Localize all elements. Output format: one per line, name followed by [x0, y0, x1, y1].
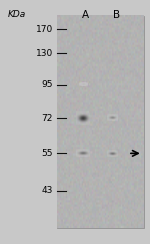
Text: KDa: KDa [7, 10, 26, 19]
Text: 130: 130 [36, 49, 53, 58]
Text: B: B [113, 10, 120, 20]
FancyBboxPatch shape [57, 16, 144, 228]
Text: A: A [82, 10, 89, 20]
Text: 72: 72 [42, 114, 53, 123]
Text: 55: 55 [41, 149, 53, 158]
Text: 170: 170 [36, 25, 53, 34]
Text: 95: 95 [41, 80, 53, 89]
Text: 43: 43 [42, 186, 53, 195]
